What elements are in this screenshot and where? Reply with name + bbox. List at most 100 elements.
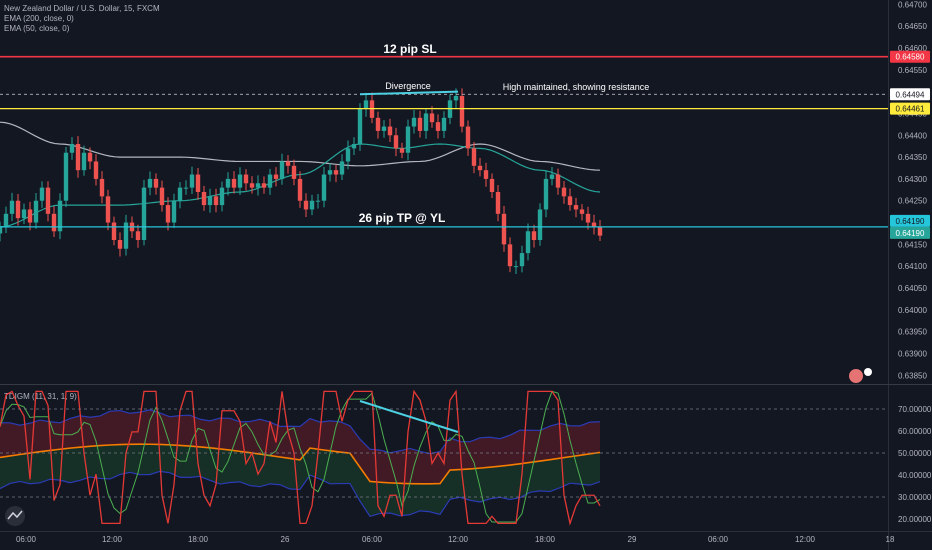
candle-body	[495, 192, 501, 214]
candle-body	[561, 187, 567, 197]
candle-body	[201, 192, 207, 206]
candle-body	[387, 126, 393, 136]
candle-body	[435, 122, 441, 131]
candle-body	[153, 178, 159, 188]
price-badge-bg	[890, 226, 930, 239]
candle-body	[21, 209, 27, 219]
price-tick-label: 0.63950	[898, 328, 927, 337]
oscillator-tick-label: 40.00000	[898, 471, 932, 480]
candle-body	[501, 213, 507, 245]
signal-line	[0, 390, 601, 523]
candle-body	[477, 165, 483, 171]
time-tick-label: 18:00	[535, 535, 556, 544]
candle-body	[297, 178, 303, 201]
candle-body	[315, 200, 321, 202]
oscillator-tick-label: 20.00000	[898, 515, 932, 524]
price-tick-label: 0.64400	[898, 131, 927, 140]
price-tick-label: 0.64550	[898, 66, 927, 75]
candle-body	[189, 174, 195, 188]
price-badge-bg	[890, 102, 930, 115]
oscillator-tick-label: 70.00000	[898, 405, 932, 414]
ema200-line	[0, 121, 601, 171]
candle-body	[489, 178, 495, 192]
symbol-title: New Zealand Dollar / U.S. Dollar, 15, FX…	[4, 4, 160, 13]
price-tick-label: 0.64050	[898, 284, 927, 293]
candle-body	[123, 222, 129, 249]
oscillator-tick-label: 60.00000	[898, 427, 932, 436]
candle-body	[141, 187, 147, 240]
candle-body	[591, 222, 597, 227]
price-tick-label: 0.64600	[898, 44, 927, 53]
price-divergence-line	[359, 90, 459, 96]
candle-body	[279, 161, 285, 179]
candle-body	[567, 196, 573, 206]
candle-body	[45, 187, 51, 214]
price-badge-text: 0.64494	[896, 90, 925, 99]
logo-mark	[7, 510, 23, 520]
candle-body	[597, 226, 603, 236]
sl-annotation: 12 pip SL	[383, 42, 436, 56]
candle-body	[243, 174, 249, 184]
candles	[0, 88, 603, 275]
candle-body	[327, 170, 333, 175]
candle-body	[261, 183, 267, 188]
candle-body	[291, 165, 297, 179]
tp-annotation: 26 pip TP @ YL	[359, 211, 446, 225]
chart-header: New Zealand Dollar / U.S. Dollar, 15, FX…	[4, 4, 160, 34]
candle-body	[573, 205, 579, 210]
ema50-legend: EMA (50, close, 0)	[4, 24, 70, 33]
time-axis-labels: 06:00 12:00 18:00 26 06:00 12:00 18:00 29 06:00 1…	[16, 535, 895, 544]
time-tick-label: 12:00	[448, 535, 469, 544]
candle-body	[585, 213, 591, 223]
candle-body	[81, 152, 87, 171]
candle-body	[3, 213, 9, 227]
price-tick-label: 0.64650	[898, 22, 927, 31]
time-tick-label: 12:00	[102, 535, 123, 544]
candle-body	[33, 200, 39, 223]
candle-body	[285, 161, 291, 166]
candle-body	[165, 205, 171, 223]
candle-body	[537, 209, 543, 240]
time-tick-label: 06:00	[362, 535, 383, 544]
high-price-badge: 0.64494	[890, 88, 930, 101]
candle-body	[267, 174, 273, 188]
candle-body	[423, 113, 429, 131]
tradingview-logo-icon	[5, 506, 25, 526]
candle-body	[69, 144, 75, 153]
rsi-line	[0, 389, 601, 526]
candle-body	[15, 200, 21, 219]
candle-body	[345, 148, 351, 162]
candle-body	[99, 178, 105, 197]
price-badge-text: 0.64461	[896, 105, 925, 114]
candle-body	[429, 113, 435, 123]
tp-price-badge: 0.64190	[890, 214, 930, 227]
candle-body	[183, 187, 189, 189]
candle-body	[195, 174, 201, 192]
candle-body	[105, 196, 111, 223]
candle-body	[543, 178, 549, 210]
tdigm-oscillator	[0, 389, 888, 526]
price-badge-bg	[890, 88, 930, 101]
divergence-annotation: Divergence	[385, 81, 431, 91]
candle-body	[231, 178, 237, 188]
candle-body	[405, 126, 411, 153]
candle-body	[465, 126, 471, 149]
price-badge-bg	[890, 50, 930, 63]
candle-body	[273, 174, 279, 179]
candle-body	[177, 187, 183, 201]
candle-body	[75, 144, 81, 171]
candle-body	[111, 222, 117, 240]
candle-body	[237, 174, 243, 188]
candle-body	[411, 117, 417, 127]
candle-body	[549, 174, 555, 179]
oscillator-tick-label: 30.00000	[898, 493, 932, 502]
price-tick-label: 0.63850	[898, 371, 927, 380]
event-icon	[849, 369, 863, 383]
price-tick-label: 0.64000	[898, 306, 927, 315]
candle-body	[555, 174, 561, 188]
candle-body	[513, 266, 519, 268]
time-tick-label: 29	[628, 535, 637, 544]
candle-body	[459, 96, 465, 127]
candle-body	[51, 213, 57, 232]
